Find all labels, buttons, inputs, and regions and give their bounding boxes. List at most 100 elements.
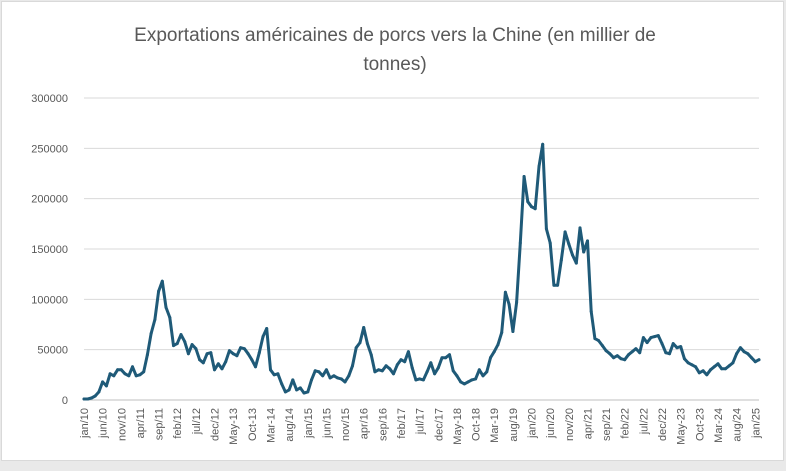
- x-tick-label: jan/10: [79, 408, 91, 439]
- gridlines: [84, 97, 759, 401]
- data-point: [500, 331, 504, 335]
- data-point: [660, 342, 664, 346]
- data-point: [343, 380, 347, 384]
- data-point: [399, 358, 403, 362]
- data-point: [194, 347, 198, 351]
- data-point: [533, 207, 537, 211]
- data-point: [448, 353, 451, 357]
- data-point: [574, 261, 578, 265]
- data-point: [358, 341, 362, 345]
- data-point: [339, 377, 343, 381]
- data-point: [205, 352, 209, 356]
- x-tick-label: nov/20: [564, 408, 576, 441]
- data-point: [619, 357, 623, 361]
- x-tick-label: Mar-24: [713, 408, 725, 443]
- y-tick-label: 200000: [31, 194, 68, 206]
- data-point: [600, 344, 604, 348]
- data-point: [608, 352, 612, 356]
- data-point: [593, 337, 597, 341]
- data-point: [541, 142, 545, 146]
- data-point: [418, 377, 422, 381]
- data-point: [254, 365, 257, 369]
- data-point: [444, 356, 448, 360]
- x-tick-label: May-13: [228, 408, 240, 445]
- data-point: [190, 343, 194, 347]
- data-point: [537, 165, 541, 168]
- data-point: [645, 341, 649, 345]
- data-point: [753, 360, 757, 364]
- data-point: [544, 227, 548, 231]
- data-point: [149, 332, 153, 336]
- data-point: [213, 368, 216, 372]
- data-point: [265, 327, 269, 330]
- data-point: [365, 342, 369, 346]
- data-point: [183, 340, 187, 344]
- data-point: [101, 380, 105, 384]
- data-point: [433, 372, 437, 376]
- data-point: [641, 336, 645, 340]
- data-point: [421, 378, 425, 382]
- data-point: [295, 388, 299, 392]
- data-point: [474, 377, 478, 381]
- data-point: [90, 396, 93, 400]
- data-point: [571, 253, 574, 257]
- data-point: [235, 354, 239, 358]
- data-point: [634, 347, 638, 351]
- data-point: [582, 250, 586, 254]
- data-point: [731, 361, 735, 365]
- data-point: [317, 370, 321, 374]
- data-point: [269, 368, 272, 372]
- data-point: [272, 373, 276, 377]
- data-point: [164, 305, 168, 309]
- x-tick-label: Oct-18: [471, 408, 483, 441]
- data-point: [145, 353, 149, 357]
- data-point: [324, 368, 328, 372]
- data-point: [615, 354, 619, 358]
- data-point: [104, 384, 108, 388]
- data-point: [201, 361, 205, 365]
- data-point: [354, 346, 358, 350]
- x-axis-tick-labels: jan/10 jun/10 nov/10 apr/11 sep/11 feb/12 jul/…: [79, 408, 762, 445]
- data-point: [429, 361, 433, 365]
- data-point: [567, 242, 571, 246]
- data-point: [250, 358, 254, 362]
- data-point: [738, 346, 742, 350]
- data-point: [310, 378, 313, 382]
- data-point: [123, 372, 127, 376]
- data-point: [727, 364, 731, 368]
- x-tick-label: sep/16: [377, 408, 389, 441]
- data-point: [138, 373, 142, 377]
- data-point: [716, 362, 720, 366]
- data-point: [559, 258, 563, 262]
- data-point: [142, 370, 146, 374]
- x-tick-label: dec/22: [657, 408, 669, 441]
- data-point: [209, 351, 213, 355]
- data-point: [403, 360, 407, 364]
- data-point: [563, 230, 567, 234]
- data-point: [108, 372, 112, 376]
- data-point: [526, 200, 530, 204]
- data-point: [578, 226, 582, 230]
- data-point: [116, 368, 120, 372]
- x-tick-label: nov/10: [116, 408, 128, 441]
- data-point: [168, 316, 172, 319]
- data-point: [287, 388, 291, 392]
- x-tick-label: jun/15: [321, 408, 333, 439]
- data-point: [627, 353, 630, 357]
- x-tick-label: Oct-23: [694, 408, 706, 441]
- data-point: [406, 350, 410, 354]
- y-tick-label: 300000: [31, 93, 68, 105]
- data-point: [384, 364, 388, 368]
- data-point: [668, 352, 671, 356]
- x-tick-label: jul/17: [415, 408, 427, 435]
- data-point: [351, 364, 354, 368]
- x-tick-label: nov/15: [340, 408, 352, 441]
- data-point: [276, 372, 280, 376]
- data-point: [336, 376, 340, 380]
- data-point: [362, 326, 366, 329]
- data-point: [503, 290, 507, 294]
- data-point: [492, 350, 496, 354]
- data-point: [425, 370, 429, 374]
- data-point: [186, 352, 190, 356]
- data-point: [395, 363, 399, 367]
